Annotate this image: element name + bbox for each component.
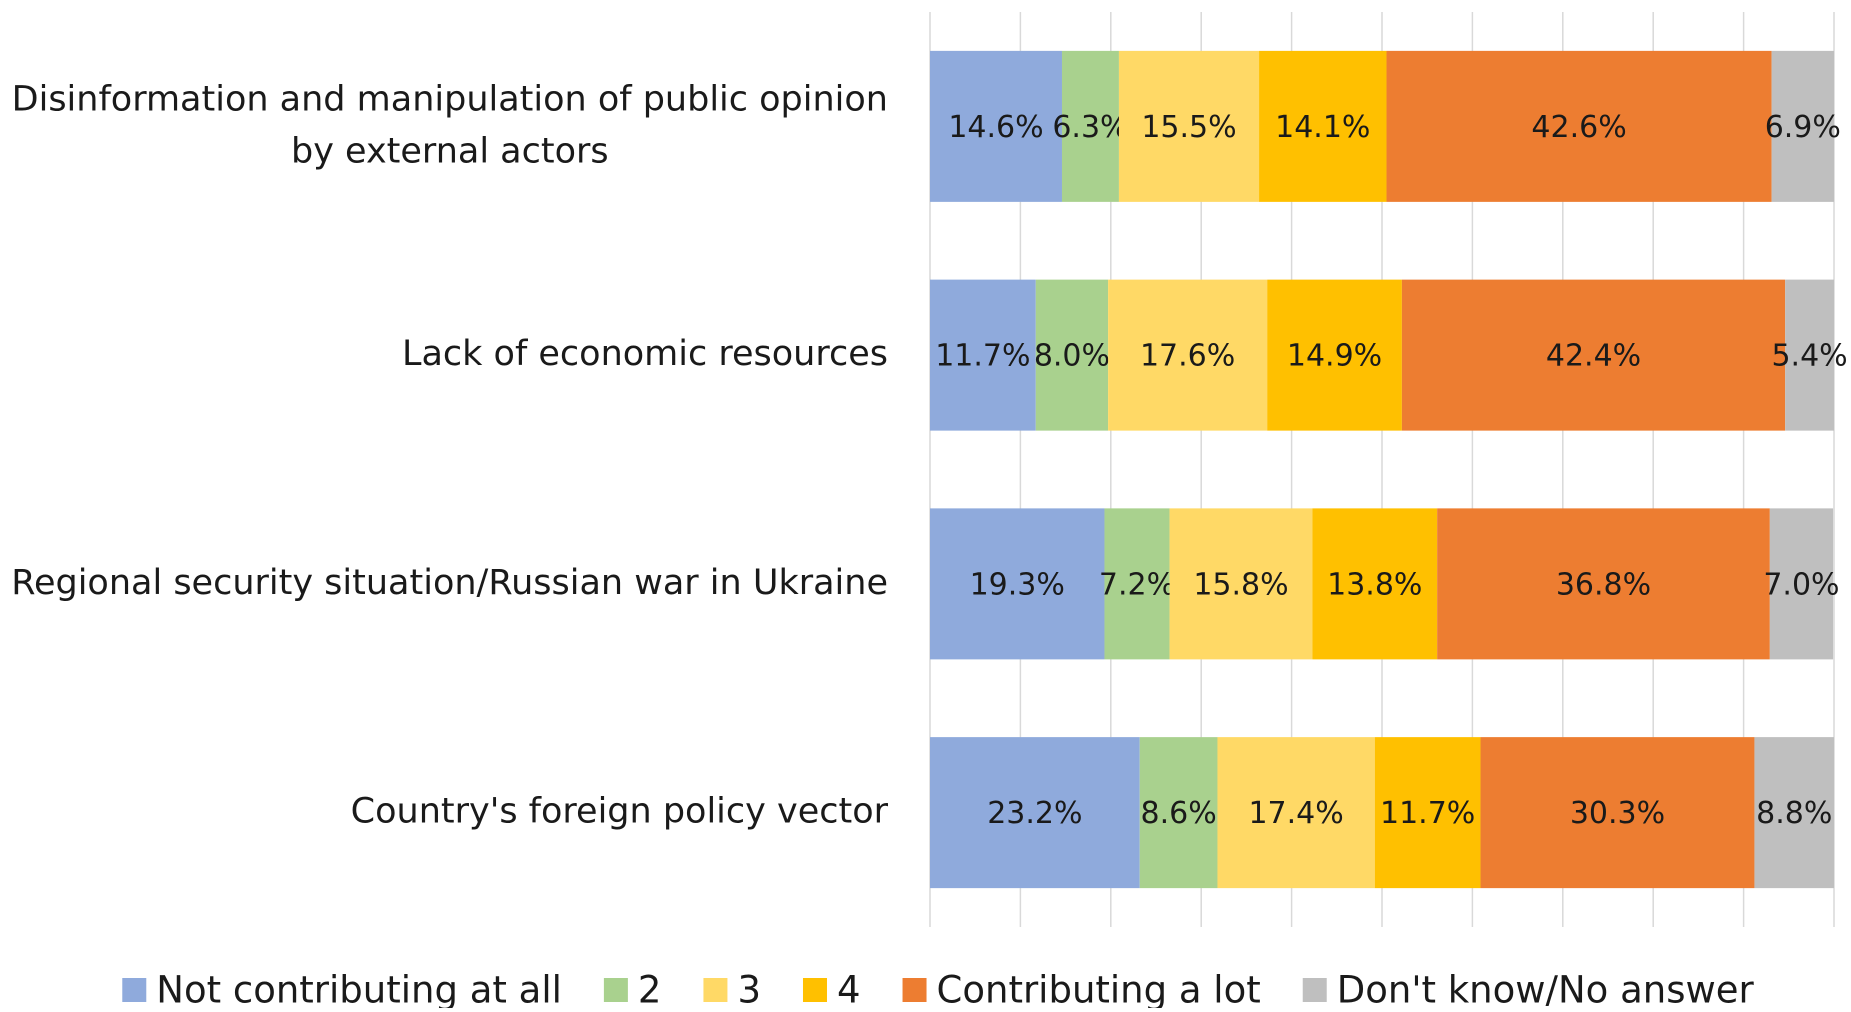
data-label: 14.6%: [948, 110, 1043, 145]
data-label: 36.8%: [1556, 567, 1651, 602]
bar-segment: [1259, 50, 1387, 202]
legend-swatch: [1302, 978, 1327, 1002]
data-label: 17.4%: [1248, 796, 1343, 831]
bar-segment: [1480, 737, 1755, 889]
bar-segment: [930, 737, 1140, 889]
bar-segment: [930, 508, 1105, 660]
bar-segment: [1386, 50, 1772, 202]
legend-swatch: [703, 978, 728, 1002]
data-label: 23.2%: [987, 796, 1082, 831]
data-label: 14.1%: [1275, 110, 1370, 145]
legend-item: 3: [703, 969, 761, 1012]
bar-segment: [1035, 279, 1109, 431]
bar-segment: [1785, 279, 1834, 431]
legend-swatch: [802, 978, 827, 1002]
bar-segment: [1769, 508, 1834, 660]
data-label: 6.3%: [1052, 110, 1128, 145]
data-label: 14.9%: [1287, 339, 1382, 374]
bar-segment: [1374, 737, 1481, 889]
bar-segment: [1754, 737, 1834, 889]
data-label: 7.0%: [1763, 567, 1839, 602]
bar-segment: [1118, 50, 1260, 202]
legend-label: Contributing a lot: [937, 969, 1261, 1009]
data-label: 7.2%: [1099, 567, 1175, 602]
bar-segment: [930, 279, 1036, 431]
legend-label: 3: [737, 969, 761, 1009]
bar-segment: [1061, 50, 1119, 202]
legend-item: Don't know/No answer: [1302, 969, 1755, 1012]
data-label: 11.7%: [1380, 796, 1475, 831]
legend-swatch: [122, 978, 147, 1002]
data-label: 17.6%: [1140, 339, 1235, 374]
legend-label: Not contributing at all: [156, 969, 562, 1009]
bar-segment: [1267, 279, 1402, 431]
legend-swatch: [603, 978, 628, 1002]
data-label: 5.4%: [1771, 339, 1847, 374]
legend-label: 2: [638, 969, 662, 1009]
data-label: 15.5%: [1141, 110, 1236, 145]
legend-label: 4: [837, 969, 861, 1009]
bar-segment: [930, 50, 1062, 202]
bar-segment: [1437, 508, 1770, 660]
legend-item: Not contributing at all: [122, 969, 562, 1012]
legend-item: Contributing a lot: [902, 969, 1261, 1012]
legend-item: 2: [603, 969, 662, 1012]
bar-segment: [1401, 279, 1786, 431]
data-label: 19.3%: [970, 567, 1065, 602]
bar-segment: [1169, 508, 1313, 660]
data-label: 30.3%: [1570, 796, 1665, 831]
data-label: 6.9%: [1765, 110, 1841, 145]
data-label: 8.6%: [1140, 796, 1216, 831]
bar-segment: [1312, 508, 1438, 660]
legend-label: Don't know/No answer: [1337, 969, 1755, 1009]
data-label: 8.8%: [1756, 796, 1832, 831]
bar-segment: [1217, 737, 1375, 889]
bar-segment: [1139, 737, 1218, 889]
data-label: 15.8%: [1193, 567, 1288, 602]
legend-item: 4: [802, 969, 861, 1012]
data-label: 8.0%: [1034, 339, 1110, 374]
legend-swatch: [902, 978, 927, 1002]
data-label: 42.6%: [1531, 110, 1626, 145]
bar-segment: [1771, 50, 1834, 202]
data-label: 11.7%: [935, 339, 1030, 374]
category-label: Disinformation and manipulation of publi…: [12, 79, 888, 171]
bar-segment: [1108, 279, 1268, 431]
category-label: Country's foreign policy vector: [351, 792, 889, 832]
category-label: Regional security situation/Russian war …: [11, 563, 888, 603]
bar-segment: [1104, 508, 1170, 660]
data-label: 42.4%: [1546, 339, 1641, 374]
data-label: 13.8%: [1327, 567, 1422, 602]
category-label: Lack of economic resources: [402, 334, 888, 374]
